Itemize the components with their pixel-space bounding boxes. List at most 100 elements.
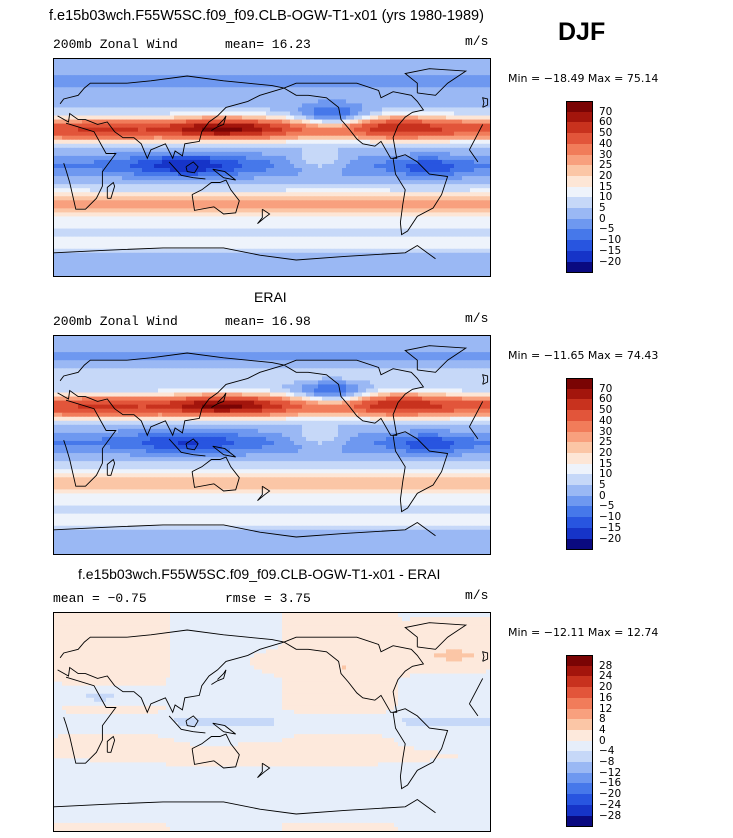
field-cell — [426, 184, 431, 189]
field-cell — [462, 196, 467, 201]
field-cell — [142, 232, 147, 238]
field-cell — [294, 196, 299, 201]
field-cell — [194, 212, 199, 217]
field-cell — [298, 236, 303, 242]
field-cell — [262, 139, 267, 145]
field-cell — [58, 151, 63, 157]
field-cell — [334, 240, 339, 246]
field-cell — [222, 123, 227, 129]
field-cell — [338, 91, 343, 96]
field-cell — [466, 119, 471, 124]
field-cell — [174, 111, 179, 116]
field-cell — [198, 79, 203, 84]
field-cell — [342, 79, 347, 84]
field-cell — [346, 224, 351, 229]
field-cell — [462, 91, 467, 96]
field-cell — [102, 196, 107, 201]
field-cell — [162, 111, 167, 116]
field-cell — [242, 91, 247, 96]
field-cell — [98, 103, 103, 108]
field-cell — [126, 111, 131, 116]
field-cell — [430, 208, 435, 213]
field-cell — [282, 240, 287, 246]
field-cell — [366, 67, 371, 72]
field-cell — [326, 168, 331, 173]
field-cell — [94, 95, 99, 100]
field-cell — [182, 151, 187, 157]
field-cell — [70, 216, 75, 221]
field-cell — [386, 91, 391, 96]
field-cell — [258, 79, 263, 84]
field-cell — [278, 115, 283, 120]
field-cell — [190, 220, 195, 225]
field-cell — [458, 123, 463, 129]
field-cell — [122, 172, 127, 177]
field-cell — [434, 163, 439, 169]
field-cell — [302, 159, 307, 165]
field-cell — [278, 188, 283, 193]
field-cell — [426, 135, 431, 141]
field-cell — [106, 232, 111, 238]
field-cell — [70, 159, 75, 165]
field-cell — [142, 236, 147, 242]
field-cell — [482, 95, 487, 100]
field-cell — [466, 99, 471, 104]
field-cell — [166, 123, 171, 129]
field-cell — [162, 71, 167, 76]
field-cell — [414, 236, 419, 242]
field-cell — [178, 111, 183, 116]
field-cell — [98, 192, 103, 197]
field-cell — [450, 224, 455, 229]
field-cell — [486, 168, 490, 173]
field-cell — [330, 216, 335, 221]
field-cell — [406, 151, 411, 157]
field-cell — [246, 208, 251, 213]
field-cell — [326, 111, 331, 116]
field-cell — [370, 135, 375, 141]
field-cell — [454, 172, 459, 177]
field-cell — [262, 151, 267, 157]
field-cell — [218, 168, 223, 173]
field-cell — [174, 224, 179, 229]
field-cell — [170, 95, 175, 100]
field-cell — [302, 59, 307, 64]
field-cell — [230, 75, 235, 80]
field-cell — [130, 139, 135, 145]
field-cell — [118, 131, 123, 137]
field-cell — [278, 220, 283, 225]
field-cell — [378, 63, 383, 68]
field-cell — [374, 119, 379, 124]
field-cell — [334, 99, 339, 104]
field-cell — [294, 192, 299, 197]
field-cell — [406, 99, 411, 104]
field-cell — [358, 123, 363, 129]
field-cell — [94, 83, 99, 88]
field-cell — [182, 208, 187, 213]
field-cell — [374, 240, 379, 246]
field-cell — [410, 236, 415, 242]
field-cell — [90, 151, 95, 157]
field-cell — [214, 192, 219, 197]
field-cell — [478, 228, 483, 233]
field-cell — [330, 184, 335, 189]
field-cell — [78, 151, 83, 157]
field-cell — [410, 67, 415, 72]
field-cell — [290, 184, 295, 189]
field-cell — [354, 196, 359, 201]
field-cell — [146, 135, 151, 141]
field-cell — [162, 224, 167, 229]
field-cell — [230, 87, 235, 92]
field-cell — [466, 224, 471, 229]
field-cell — [286, 200, 291, 205]
field-cell — [334, 143, 339, 149]
field-cell — [330, 176, 335, 181]
field-cell — [198, 180, 203, 185]
field-cell — [182, 188, 187, 193]
field-cell — [458, 168, 463, 173]
field-cell — [210, 67, 215, 72]
field-cell — [442, 131, 447, 137]
field-cell — [66, 75, 71, 80]
field-cell — [178, 204, 183, 209]
field-cell — [478, 172, 483, 177]
field-cell — [282, 71, 287, 76]
